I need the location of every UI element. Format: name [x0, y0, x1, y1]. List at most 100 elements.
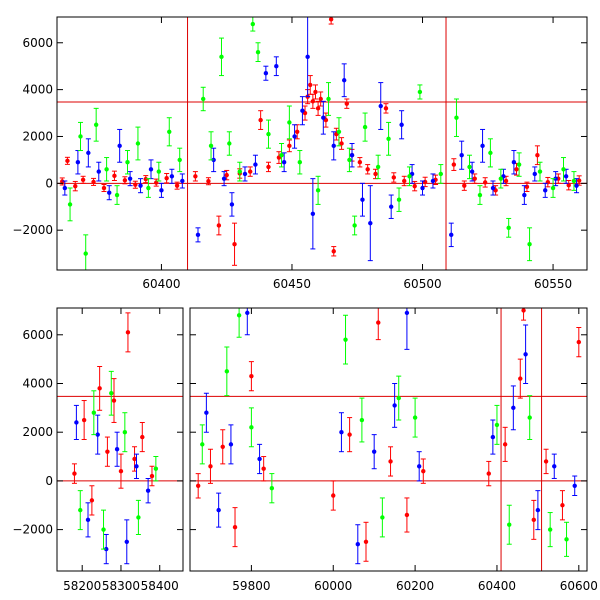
data-point: [261, 466, 266, 471]
data-point: [564, 537, 569, 542]
data-point: [535, 507, 541, 513]
data-point: [104, 546, 109, 552]
data-point: [383, 106, 389, 111]
data-point: [101, 527, 106, 532]
data-point: [376, 320, 381, 325]
data-point: [310, 211, 316, 216]
data-point: [494, 422, 500, 428]
data-point: [503, 178, 509, 184]
data-point: [506, 225, 511, 231]
data-point: [305, 54, 310, 60]
data-point: [315, 106, 321, 111]
data-series: [62, 17, 580, 262]
data-point: [91, 410, 97, 415]
x-tick-label: 60400: [478, 579, 516, 593]
data-point: [236, 313, 242, 318]
data-point: [122, 429, 128, 435]
data-point: [118, 468, 124, 474]
data-point: [550, 185, 556, 191]
data-point: [331, 493, 336, 498]
data-point: [177, 157, 182, 163]
x-tick-label: 59800: [232, 579, 270, 593]
data-point: [174, 183, 180, 188]
data-point: [75, 160, 81, 165]
data-point: [125, 160, 130, 165]
y-tick-label: 6000: [22, 36, 53, 50]
data-point: [349, 153, 355, 158]
data-point: [274, 63, 279, 69]
data-point: [357, 160, 363, 165]
data-point: [498, 176, 504, 181]
data-point: [347, 432, 352, 437]
data-point: [417, 89, 423, 95]
data-point: [359, 417, 365, 423]
data-point: [109, 391, 114, 396]
data-point: [206, 179, 211, 184]
plot-area: [57, 308, 587, 571]
x-tick-label: 60500: [403, 277, 441, 291]
data-point: [164, 175, 169, 181]
data-point: [380, 515, 385, 520]
data-point: [543, 188, 548, 193]
data-point: [467, 164, 472, 170]
data-point: [547, 527, 553, 532]
data-point: [72, 471, 77, 476]
data-point: [281, 160, 287, 165]
data-point: [134, 464, 139, 469]
data-point: [97, 386, 102, 391]
data-series: [73, 308, 578, 565]
data-point: [531, 517, 536, 523]
data-point: [560, 503, 565, 508]
data-point: [145, 488, 151, 493]
data-point: [297, 160, 303, 165]
y-tick-label: −2000: [12, 523, 53, 537]
data-point: [229, 202, 235, 207]
data-point: [105, 449, 110, 454]
data-point: [138, 183, 143, 188]
y-tick-label: 4000: [22, 83, 53, 97]
data-point: [402, 178, 407, 184]
data-point: [514, 167, 519, 172]
data-point: [258, 117, 263, 123]
data-point: [321, 115, 326, 120]
data-point: [221, 176, 227, 181]
data-point: [371, 449, 377, 454]
data-point: [85, 517, 91, 523]
data-point: [572, 483, 577, 488]
data-point: [449, 232, 454, 238]
data-point: [95, 432, 100, 437]
data-point: [412, 415, 418, 420]
data-point: [490, 185, 496, 191]
data-point: [328, 17, 334, 22]
x-tick-label: 60000: [314, 579, 352, 593]
data-point: [521, 308, 526, 313]
data-point: [421, 468, 426, 474]
data-point: [266, 131, 271, 137]
data-point: [469, 169, 475, 174]
data-point: [543, 459, 549, 464]
data-point: [263, 71, 269, 76]
data-point: [112, 173, 117, 179]
data-point: [391, 175, 396, 180]
data-point: [80, 177, 86, 183]
data-point: [216, 223, 222, 228]
data-point: [78, 134, 83, 139]
data-point: [310, 99, 316, 104]
x-tick-label: 60200: [396, 579, 434, 593]
data-point: [224, 172, 229, 178]
data-point: [343, 337, 348, 342]
data-point: [195, 483, 201, 488]
data-point: [127, 176, 133, 181]
data-point: [159, 188, 164, 193]
data-point: [339, 141, 344, 146]
data-point: [300, 108, 305, 113]
axes-frame: [189, 307, 588, 572]
data-point: [73, 183, 78, 189]
data-point: [511, 160, 517, 165]
data-point: [336, 129, 342, 134]
data-point: [326, 96, 331, 102]
y-tick-label: 0: [45, 474, 53, 488]
data-point: [249, 373, 254, 379]
data-point: [388, 204, 394, 209]
